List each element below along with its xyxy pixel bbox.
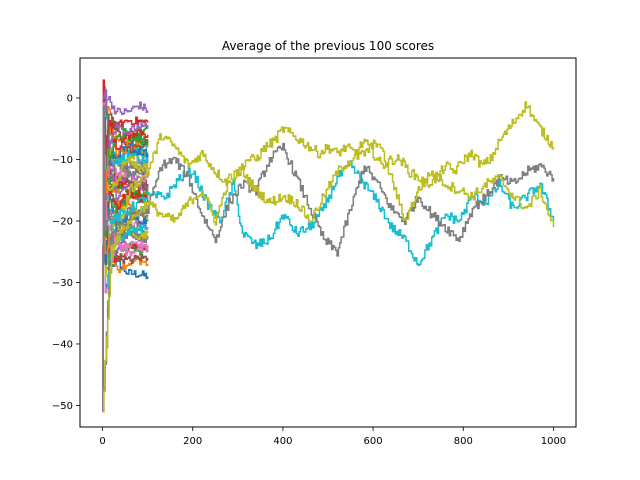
short-run-line xyxy=(102,102,149,413)
short-run-line xyxy=(102,89,149,413)
y-tick-label: −20 xyxy=(52,216,73,227)
plot-area xyxy=(102,79,555,413)
series-line xyxy=(102,142,555,413)
short-run-line xyxy=(102,96,149,413)
x-tick-label: 1000 xyxy=(541,436,566,447)
chart-title: Average of the previous 100 scores xyxy=(222,39,434,53)
short-run-line xyxy=(102,107,149,413)
x-axis: 0 200 400 600 800 1000 xyxy=(99,427,566,447)
short-run-line xyxy=(102,79,148,413)
x-tick-label: 200 xyxy=(183,436,202,447)
x-tick-label: 0 xyxy=(99,436,105,447)
y-tick-label: −30 xyxy=(52,278,73,289)
x-tick-label: 400 xyxy=(273,436,292,447)
y-tick-label: 0 xyxy=(67,93,73,104)
series-line xyxy=(102,101,555,413)
series-line xyxy=(102,139,555,413)
short-run-line xyxy=(102,99,149,413)
y-tick-label: −40 xyxy=(52,339,73,350)
y-tick-label: −10 xyxy=(52,155,73,166)
short-run-line xyxy=(102,79,149,413)
short-run-line xyxy=(102,81,149,413)
y-axis: −50 −40 −30 −20 −10 0 xyxy=(52,93,80,412)
plot-frame xyxy=(79,57,577,428)
y-tick-label: −50 xyxy=(52,401,73,412)
x-tick-label: 800 xyxy=(454,436,473,447)
x-tick-label: 600 xyxy=(364,436,383,447)
short-run-line xyxy=(102,105,149,413)
